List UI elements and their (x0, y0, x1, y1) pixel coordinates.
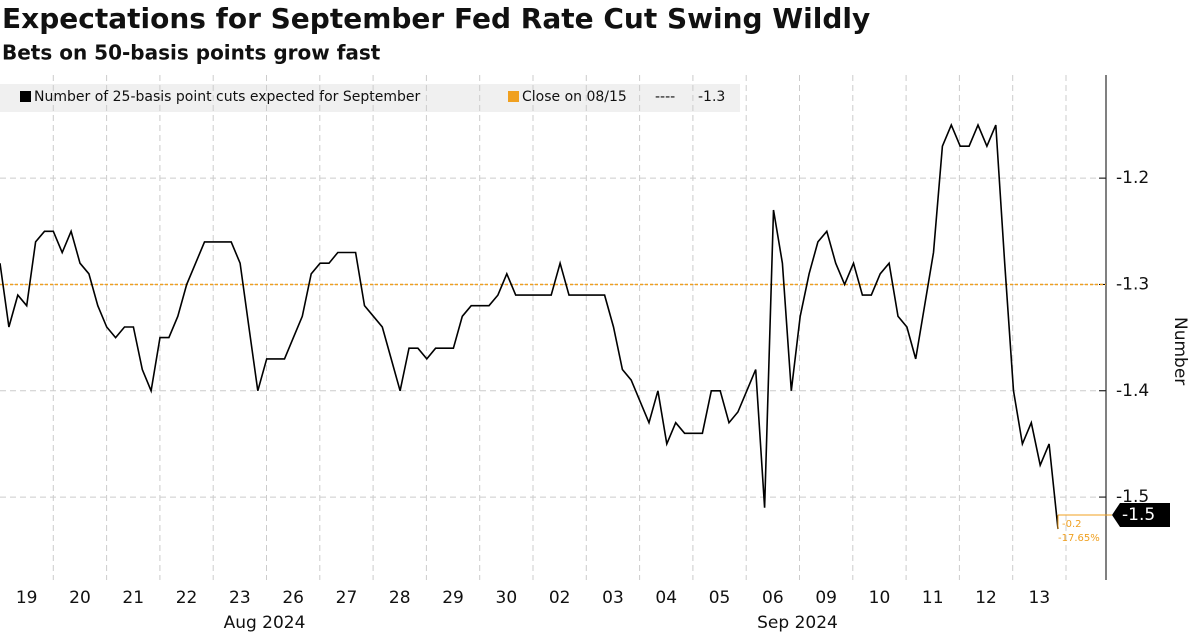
x-tick-label: 10 (869, 588, 891, 608)
x-tick-label: 02 (549, 588, 571, 608)
y-tick-label: -1.2 (1116, 168, 1149, 188)
chart-title: Expectations for September Fed Rate Cut … (2, 2, 870, 35)
y-tick-label: -1.4 (1116, 381, 1149, 401)
x-tick-label: 19 (16, 588, 38, 608)
x-tick-label: 22 (176, 588, 198, 608)
x-tick-label: 11 (922, 588, 944, 608)
y-tick-label: -1.3 (1116, 274, 1149, 294)
end-label: -1.5 (1122, 505, 1155, 525)
x-tick-label: 03 (602, 588, 624, 608)
x-group-label: Sep 2024 (757, 613, 838, 633)
x-tick-label: 04 (655, 588, 677, 608)
legend-label: Number of 25-basis point cuts expected f… (34, 89, 420, 105)
change-label: -0.2 (1062, 519, 1082, 530)
chart-subtitle: Bets on 50-basis points grow fast (2, 41, 381, 65)
x-group-label: Aug 2024 (224, 613, 306, 633)
x-tick-label: 09 (815, 588, 837, 608)
x-tick-label: 28 (389, 588, 411, 608)
x-tick-label: 30 (496, 588, 518, 608)
change-pct-label: -17.65% (1058, 533, 1100, 544)
x-tick-label: 21 (122, 588, 144, 608)
y-axis-label: Number (1170, 317, 1190, 385)
x-tick-label: 26 (282, 588, 304, 608)
legend-label: Close on 08/15 (522, 89, 627, 105)
legend-dash: ---- (655, 89, 675, 105)
x-tick-label: 13 (1029, 588, 1051, 608)
legend-swatch (508, 91, 519, 102)
x-tick-label: 06 (762, 588, 784, 608)
legend-box (0, 84, 740, 112)
data-line (0, 122, 1059, 530)
x-tick-label: 29 (442, 588, 464, 608)
y-tick-label: -1.5 (1116, 487, 1149, 507)
x-tick-label: 23 (229, 588, 251, 608)
x-tick-label: 05 (709, 588, 731, 608)
x-tick-label: 27 (336, 588, 358, 608)
end-label-box (1112, 502, 1170, 527)
x-tick-label: 12 (975, 588, 997, 608)
legend-value: -1.3 (698, 89, 725, 105)
legend-swatch (20, 91, 31, 102)
x-tick-label: 20 (69, 588, 91, 608)
